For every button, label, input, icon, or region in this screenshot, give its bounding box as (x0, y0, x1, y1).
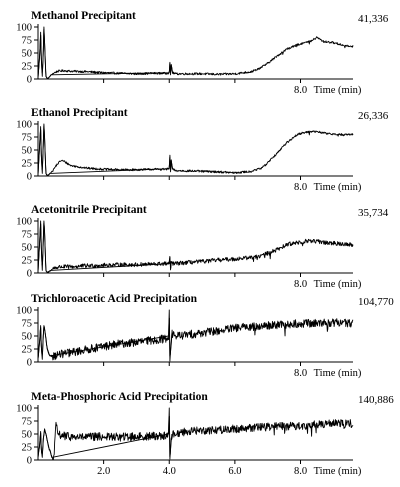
total-count-label: 140,886 (358, 394, 394, 406)
signal-peaks (37, 123, 173, 176)
x-tick-label: 6.0 (228, 466, 241, 477)
signal-peaks (37, 220, 173, 273)
y-tick-label: 25 (22, 62, 33, 73)
signal-peaks (37, 309, 174, 362)
y-tick-label: 25 (22, 443, 33, 454)
x-axis-label: Time (min) (314, 368, 362, 379)
y-tick-label: 100 (16, 217, 32, 228)
y-tick-label: 0 (27, 456, 32, 467)
panel-title: Methanol Precipitant (31, 10, 136, 22)
y-tick-label: 50 (22, 243, 33, 254)
total-count-label: 35,734 (358, 207, 389, 219)
signal-trace (37, 415, 354, 461)
chart-panel-2: Ethanol Precipitant 26,336 0 25 50 75 100 8.0 Ti… (16, 107, 389, 193)
y-tick-label: 0 (27, 172, 32, 183)
signal-trace (37, 125, 354, 176)
total-count-label: 41,336 (358, 13, 389, 25)
y-tick-label: 100 (16, 120, 32, 131)
y-tick-label: 25 (22, 159, 33, 170)
x-axis-label: Time (min) (314, 182, 362, 193)
y-tick-label: 75 (22, 319, 33, 330)
y-tick-label: 50 (22, 332, 33, 343)
y-tick-label: 25 (22, 256, 33, 267)
signal-trace (37, 317, 354, 361)
signal-peaks (37, 407, 173, 460)
x-axis-label: Time (min) (314, 466, 362, 477)
y-tick-label: 100 (16, 306, 32, 317)
chart-panel-1: Methanol Precipitant 41,336 0 25 50 75 100 8.0 T… (16, 10, 389, 96)
chart-panel-5: Meta-Phosphoric Acid Precipitation 140,88… (16, 391, 394, 477)
y-tick-label: 0 (27, 358, 32, 369)
x-axis-label: Time (min) (314, 85, 362, 96)
x-tick-label: 8.0 (294, 85, 307, 96)
chart-panel-3: Acetonitrile Precipitant 35,734 0 25 50 75 100… (16, 204, 389, 290)
y-tick-label: 75 (22, 417, 33, 428)
total-count-label: 26,336 (358, 110, 389, 122)
total-count-label: 104,770 (358, 296, 394, 308)
x-tick-label: 8.0 (294, 466, 307, 477)
signal-trace (37, 28, 354, 80)
y-tick-label: 75 (22, 230, 33, 241)
panel-title: Trichloroacetic Acid Precipitation (31, 293, 198, 305)
y-tick-label: 100 (16, 404, 32, 415)
y-tick-label: 0 (27, 75, 32, 86)
x-tick-label: 8.0 (294, 182, 307, 193)
panel-title: Ethanol Precipitant (31, 107, 128, 119)
y-tick-label: 25 (22, 345, 33, 356)
y-tick-label: 50 (22, 146, 33, 157)
x-tick-label: 2.0 (97, 466, 110, 477)
signal-peaks (37, 26, 173, 79)
y-tick-label: 100 (16, 23, 32, 34)
y-tick-label: 75 (22, 133, 33, 144)
x-tick-label: 8.0 (294, 279, 307, 290)
y-tick-label: 50 (22, 430, 33, 441)
x-tick-label: 4.0 (163, 466, 176, 477)
y-tick-label: 0 (27, 269, 32, 280)
panel-title: Meta-Phosphoric Acid Precipitation (31, 391, 208, 403)
panel-title: Acetonitrile Precipitant (31, 204, 147, 216)
x-axis-label: Time (min) (314, 279, 362, 290)
y-tick-label: 50 (22, 49, 33, 60)
y-tick-label: 75 (22, 36, 33, 47)
chart-panel-4: Trichloroacetic Acid Precipitation 104,77… (16, 293, 394, 379)
signal-trace (37, 222, 354, 274)
x-tick-label: 8.0 (294, 368, 307, 379)
